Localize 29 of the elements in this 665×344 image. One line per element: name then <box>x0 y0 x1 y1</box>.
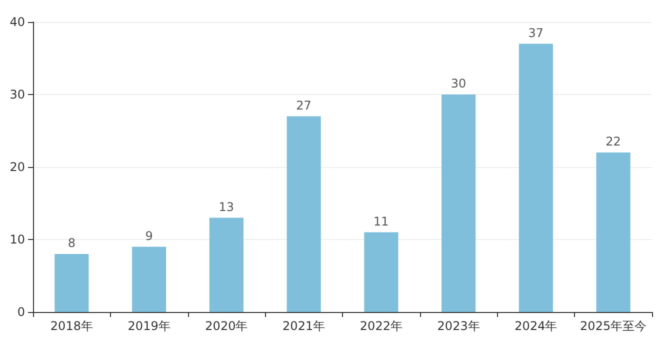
data-label: 37 <box>528 26 544 40</box>
x-tick-label: 2022年 <box>360 319 402 333</box>
data-label: 22 <box>606 134 621 148</box>
bar <box>364 232 398 312</box>
bar <box>286 116 321 312</box>
x-tick-label: 2024年 <box>514 319 558 333</box>
data-label: 11 <box>374 214 389 228</box>
data-label: 30 <box>450 76 466 90</box>
bar <box>209 218 244 312</box>
data-label: 13 <box>218 200 234 214</box>
y-tick-label: 10 <box>10 232 25 246</box>
bar <box>442 94 476 312</box>
x-tick-label: 2021年 <box>282 319 326 333</box>
y-tick-label: 0 <box>17 305 25 319</box>
x-tick-label: 2025年至今 <box>580 319 647 333</box>
x-tick-label: 2018年 <box>50 319 93 333</box>
x-tick-label: 2019年 <box>128 319 170 333</box>
bar <box>54 254 89 312</box>
bar <box>132 246 166 312</box>
y-tick-label: 30 <box>10 88 25 102</box>
data-label: 8 <box>68 236 76 250</box>
x-tick-label: 2020年 <box>205 319 248 333</box>
y-tick-label: 40 <box>10 15 25 29</box>
y-tick-label: 20 <box>10 160 25 174</box>
x-tick-label: 2023年 <box>437 319 480 333</box>
bar <box>518 44 553 312</box>
data-label: 9 <box>145 228 153 243</box>
bar <box>596 152 630 312</box>
data-label: 27 <box>296 98 312 112</box>
